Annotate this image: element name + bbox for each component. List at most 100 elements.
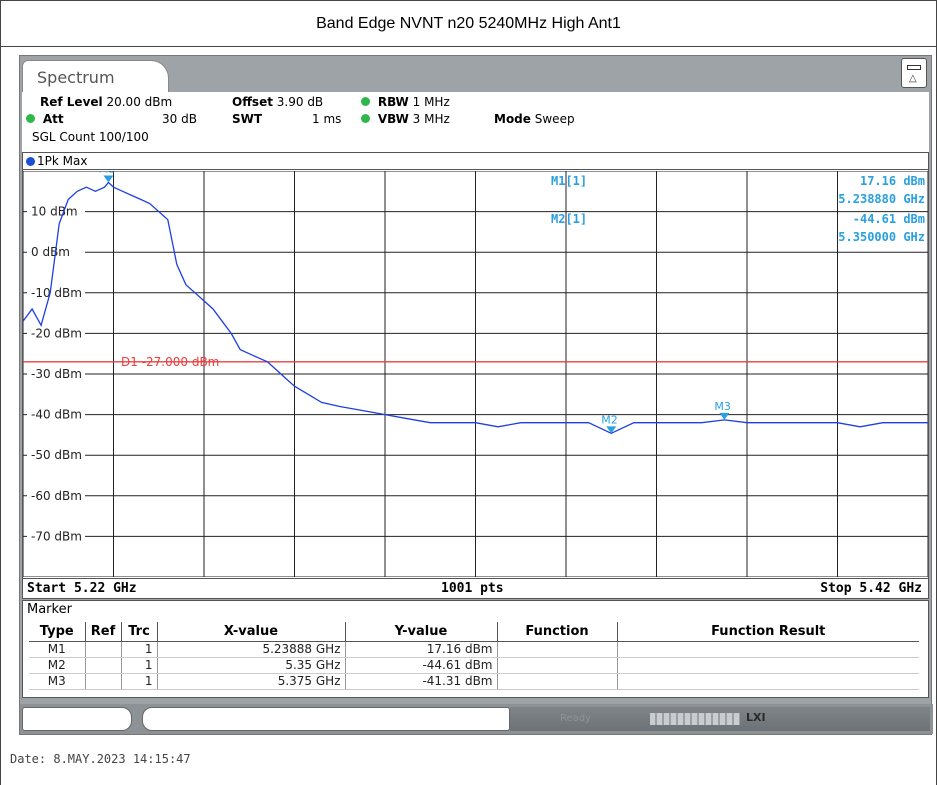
trace-group: [23, 181, 928, 435]
cell-y-value: -41.31 dBm: [345, 673, 498, 690]
cell-y-value: 17.16 dBm: [345, 641, 498, 658]
sweep-progress-bar: [650, 713, 740, 725]
y-tick-label-bg: [27, 405, 85, 421]
page-caption: Band Edge NVNT n20 5240MHz High Ant1: [1, 1, 936, 47]
date-line: Date: 8.MAY.2023 14:15:47: [10, 752, 191, 766]
plot-area: 1Pk Max 10 dBm 0 dBm -10 dBm -20 dBm -30 dBm…: [22, 152, 929, 597]
y-tick-label: -30 dBm: [31, 367, 82, 381]
cell-function: [497, 657, 618, 674]
points-label: 1001 pts: [441, 581, 504, 596]
y-tick-label: -60 dBm: [31, 489, 82, 503]
status-info-area: Ready LXI: [510, 707, 930, 731]
marker-table: Type Ref Trc X-value Y-value Function Fu…: [29, 622, 919, 690]
x-start-label: Start 5.22 GHz: [27, 581, 137, 596]
swt-value: 1 ms: [312, 112, 342, 126]
table-row[interactable]: M3 1 5.375 GHz -41.31 dBm: [29, 673, 919, 690]
cell-ref: [85, 657, 122, 674]
rbw-status-dot: [361, 97, 370, 106]
cell-function: [497, 641, 618, 658]
x-axis-bar: Start 5.22 GHz 1001 pts Stop 5.42 GHz: [22, 578, 929, 599]
marker-table-header: Type Ref Trc X-value Y-value Function Fu…: [29, 622, 919, 642]
marker-triangle: [719, 412, 730, 420]
cell-x-value: 5.35 GHz: [157, 657, 346, 674]
vbw-setting: VBW 3 MHz: [361, 112, 450, 126]
trace-info-bar: 1Pk Max: [23, 153, 928, 170]
y-tick-label: 10 dBm: [31, 205, 78, 219]
cell-trc: 1: [121, 641, 158, 658]
readout-m1-name: M1[1]: [551, 174, 587, 188]
spectrum-chart: 10 dBm 0 dBm -10 dBm -20 dBm -30 dBm -40 dBm -…: [23, 171, 928, 577]
y-tick-label-bg: [27, 324, 85, 340]
lxi-icon: LXI: [746, 711, 766, 724]
cell-type: M1: [29, 641, 86, 658]
offset-setting: Offset 3.90 dB: [232, 95, 323, 109]
cell-x-value: 5.23888 GHz: [157, 641, 346, 658]
col-x-value: X-value: [157, 622, 346, 642]
y-tick-label-bg: [27, 527, 85, 543]
mode-label: Mode: [494, 112, 531, 126]
y-tick-label-bg: [27, 283, 85, 299]
rbw-label: RBW: [377, 95, 409, 109]
y-tick-label: -70 dBm: [31, 529, 82, 543]
y-tick-label: -10 dBm: [31, 286, 82, 300]
cell-type: M2: [29, 657, 86, 674]
cell-ref: [85, 641, 122, 658]
swt-label: SWT: [232, 112, 263, 126]
tab-spectrum[interactable]: Spectrum: [22, 60, 169, 92]
marker-label: M2: [601, 413, 618, 426]
table-row[interactable]: M1 1 5.23888 GHz 17.16 dBm: [29, 641, 919, 658]
cell-function: [497, 673, 618, 690]
x-stop-label: Stop 5.42 GHz: [820, 581, 922, 596]
y-tick-label: 0 dBm: [31, 245, 70, 259]
att-setting: Att: [26, 112, 64, 126]
y-tick-label: -50 dBm: [31, 448, 82, 462]
mode-value: Sweep: [534, 112, 575, 126]
readout-m1-freq: 5.238880 GHz: [838, 192, 925, 206]
marker-triangle: [103, 175, 114, 183]
y-tick-label-bg: [27, 446, 85, 462]
trace-line: [23, 181, 928, 435]
readout-m2-freq: 5.350000 GHz: [838, 230, 925, 244]
att-status-dot: [26, 114, 35, 123]
display-config-icon[interactable]: △: [901, 58, 927, 88]
threshold-label: D1 -27.000 dBm: [121, 355, 219, 369]
cell-function-result: [617, 673, 919, 690]
readout-m2-name: M2[1]: [551, 212, 587, 226]
vbw-status-dot: [361, 114, 370, 123]
cell-type: M3: [29, 673, 86, 690]
trace-indicator-icon: [26, 157, 35, 166]
ref-level-setting: Ref Level 20.00 dBm: [40, 95, 172, 109]
marker-label: M3: [714, 400, 731, 413]
settings-panel: Ref Level 20.00 dBm Offset 3.90 dB RBW 1…: [22, 92, 929, 152]
ref-level-label: Ref Level: [40, 95, 103, 109]
ref-level-value: 20.00 dBm: [106, 95, 173, 109]
marker-triangle: [606, 426, 617, 434]
att-value: 30 dB: [162, 112, 197, 126]
threshold-line-group: D1 -27.000 dBm: [23, 355, 928, 369]
offset-value: 3.90 dB: [276, 95, 324, 109]
col-function-result: Function Result: [617, 622, 919, 642]
col-trc: Trc: [121, 622, 158, 642]
marker-readout: M1[1] 17.16 dBm 5.238880 GHz M2[1] -44.6…: [551, 174, 925, 244]
cell-y-value: -44.61 dBm: [345, 657, 498, 674]
col-function: Function: [497, 622, 618, 642]
marker-label: M1: [98, 171, 115, 176]
y-tick-label-bg: [27, 365, 85, 380]
y-tick-label-bg: [27, 202, 85, 218]
status-bar: Ready LXI: [20, 704, 933, 734]
marker-panel: Marker Type Ref Trc X-value Y-value Func…: [22, 600, 929, 698]
cell-trc: 1: [121, 673, 158, 690]
status-message-field[interactable]: [142, 707, 510, 731]
table-row[interactable]: M2 1 5.35 GHz -44.61 dBm: [29, 657, 919, 674]
chart-grid: [23, 171, 928, 577]
status-field-left[interactable]: [22, 707, 132, 731]
rbw-setting: RBW 1 MHz: [361, 95, 450, 109]
readout-m1-level: 17.16 dBm: [860, 174, 925, 188]
y-tick-label: -20 dBm: [31, 326, 82, 340]
sgl-count: SGL Count 100/100: [32, 130, 149, 144]
swt-setting: SWT: [232, 112, 262, 126]
cell-function-result: [617, 657, 919, 674]
col-type: Type: [29, 622, 86, 642]
status-ready-text: Ready: [560, 713, 592, 724]
col-ref: Ref: [85, 622, 122, 642]
